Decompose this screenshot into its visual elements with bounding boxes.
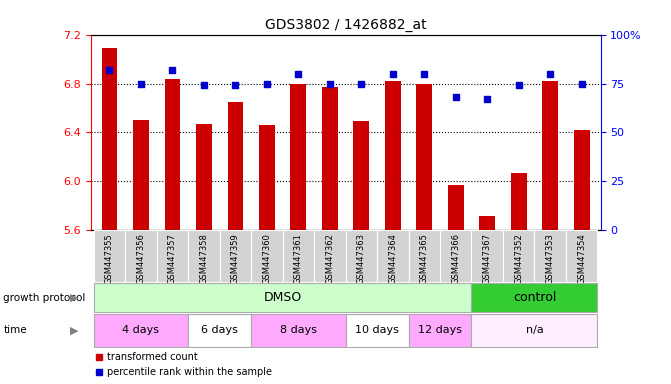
Text: n/a: n/a (525, 325, 544, 335)
FancyBboxPatch shape (219, 230, 251, 282)
Bar (417, 84, 432, 230)
Text: GSM447358: GSM447358 (199, 233, 209, 284)
Point (199, 83, 209, 89)
FancyBboxPatch shape (409, 314, 472, 347)
FancyBboxPatch shape (440, 230, 472, 282)
Text: 6 days: 6 days (201, 325, 238, 335)
FancyBboxPatch shape (251, 314, 346, 347)
FancyBboxPatch shape (188, 230, 219, 282)
Text: GSM447364: GSM447364 (389, 233, 397, 284)
Text: GSM447353: GSM447353 (546, 233, 555, 284)
Bar (291, 84, 306, 230)
Text: growth protocol: growth protocol (3, 293, 86, 303)
FancyBboxPatch shape (314, 230, 346, 282)
Text: GSM447366: GSM447366 (451, 233, 460, 284)
FancyBboxPatch shape (188, 314, 251, 347)
Text: 8 days: 8 days (280, 325, 317, 335)
Bar (196, 124, 212, 230)
Bar (448, 185, 464, 230)
Title: GDS3802 / 1426882_at: GDS3802 / 1426882_at (265, 18, 426, 32)
Text: GSM447352: GSM447352 (514, 233, 523, 284)
Bar (479, 216, 495, 230)
FancyBboxPatch shape (409, 230, 440, 282)
Point (482, 96, 493, 102)
Bar (385, 81, 401, 230)
Text: DMSO: DMSO (264, 291, 302, 304)
FancyBboxPatch shape (282, 230, 314, 282)
Text: 4 days: 4 days (122, 325, 160, 335)
FancyBboxPatch shape (377, 230, 409, 282)
Bar (133, 120, 149, 230)
Bar (354, 121, 369, 230)
Point (230, 83, 241, 89)
Text: GSM447365: GSM447365 (420, 233, 429, 284)
Text: GSM447362: GSM447362 (325, 233, 334, 284)
FancyBboxPatch shape (125, 230, 157, 282)
Text: GSM447360: GSM447360 (262, 233, 271, 284)
Text: control: control (513, 291, 556, 304)
FancyBboxPatch shape (503, 230, 534, 282)
Text: GSM447361: GSM447361 (294, 233, 303, 284)
Point (545, 71, 556, 77)
Bar (227, 102, 244, 230)
Point (325, 81, 336, 87)
FancyBboxPatch shape (472, 283, 597, 312)
Point (513, 83, 524, 89)
Point (262, 81, 272, 87)
Text: ▶: ▶ (70, 293, 79, 303)
FancyBboxPatch shape (94, 283, 472, 312)
Bar (164, 79, 180, 230)
Text: GSM447363: GSM447363 (357, 233, 366, 284)
Text: GSM447367: GSM447367 (482, 233, 492, 284)
Text: 12 days: 12 days (418, 325, 462, 335)
FancyBboxPatch shape (157, 230, 188, 282)
FancyBboxPatch shape (566, 230, 597, 282)
Text: GSM447357: GSM447357 (168, 233, 177, 284)
Bar (259, 125, 274, 230)
Bar (542, 81, 558, 230)
Point (576, 81, 587, 87)
Bar (511, 173, 527, 230)
Bar (101, 48, 117, 230)
FancyBboxPatch shape (94, 314, 188, 347)
Text: GSM447354: GSM447354 (577, 233, 586, 284)
Point (104, 67, 115, 73)
FancyBboxPatch shape (472, 314, 597, 347)
FancyBboxPatch shape (346, 230, 377, 282)
FancyBboxPatch shape (251, 230, 282, 282)
FancyBboxPatch shape (94, 230, 125, 282)
Point (450, 94, 461, 100)
Text: time: time (3, 325, 27, 335)
Point (167, 67, 178, 73)
Text: GSM447359: GSM447359 (231, 233, 240, 284)
FancyBboxPatch shape (346, 314, 409, 347)
Text: GSM447356: GSM447356 (136, 233, 146, 284)
FancyBboxPatch shape (534, 230, 566, 282)
Point (387, 71, 398, 77)
Text: ▶: ▶ (70, 325, 79, 335)
Point (136, 81, 146, 87)
FancyBboxPatch shape (472, 230, 503, 282)
Point (356, 81, 366, 87)
Bar (574, 130, 590, 230)
Point (419, 71, 429, 77)
Legend: transformed count, percentile rank within the sample: transformed count, percentile rank withi… (95, 353, 272, 377)
Text: 10 days: 10 days (355, 325, 399, 335)
Point (293, 71, 304, 77)
Text: GSM447355: GSM447355 (105, 233, 114, 284)
Bar (322, 87, 338, 230)
